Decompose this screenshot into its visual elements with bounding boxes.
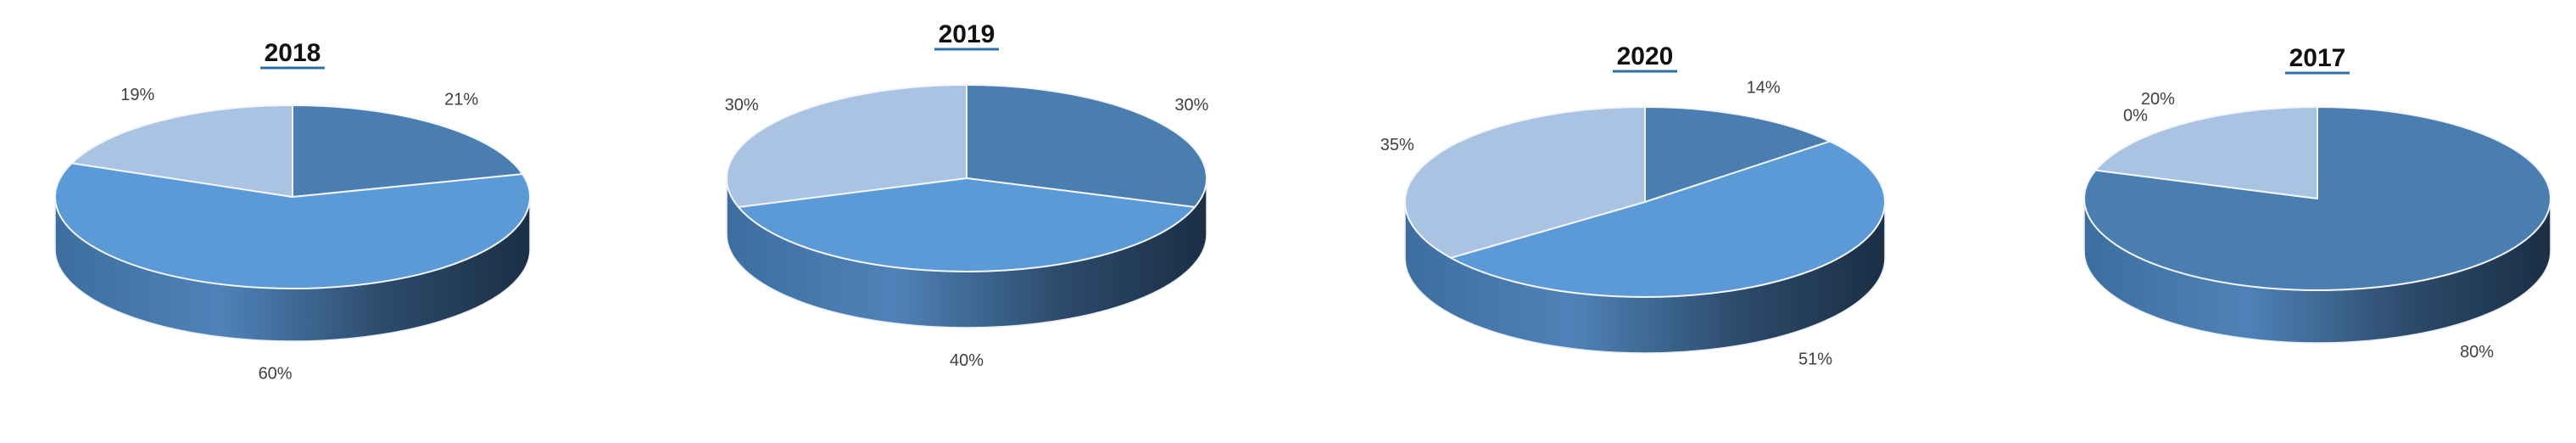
slice-label-2019-0: 30% — [1174, 96, 1208, 115]
slice-label-2018-2: 19% — [120, 86, 154, 104]
slice-label-2020-0: 14% — [1747, 78, 1781, 97]
slice-label-2017-1: 0% — [2123, 106, 2148, 125]
pie-slice-2018-0 — [292, 104, 524, 198]
slice-label-2017-2: 20% — [2141, 90, 2175, 109]
pie-slice-2020-0 — [1644, 106, 1832, 203]
pie-chart-2020: 14% 51% 35% 2020 — [1380, 42, 1886, 369]
pie-chart-2019: 30% 40% 30% 2019 — [725, 20, 1209, 370]
slice-label-2019-1: 40% — [950, 351, 984, 370]
slice-label-2020-2: 35% — [1380, 136, 1414, 154]
slice-label-2018-1: 60% — [259, 365, 293, 384]
pie-slice-2019-1 — [737, 177, 1196, 272]
pie-slice-2020-1 — [1450, 140, 1886, 298]
pie-slice-2017-2 — [2094, 106, 2318, 199]
pie-slice-2019-2 — [726, 84, 967, 208]
chart-title-2018: 2018 — [265, 39, 321, 67]
pie-slice-2020-2 — [1404, 106, 1646, 259]
chart-title-2017: 2017 — [2289, 44, 2346, 72]
pie-chart-2018: 21% 60% 19% 2018 — [54, 39, 531, 384]
slice-label-2018-0: 21% — [444, 91, 478, 109]
slice-label-2019-2: 30% — [725, 96, 759, 115]
pie-chart-2017: 80% 0%20% 2017 — [2083, 44, 2551, 362]
pie-slice-2018-1 — [54, 162, 531, 289]
slice-label-2020-1: 51% — [1798, 350, 1832, 369]
chart-title-2019: 2019 — [939, 20, 995, 48]
slice-label-2017-0: 80% — [2460, 343, 2494, 362]
pie-slice-2019-0 — [966, 84, 1207, 208]
pie-slice-2018-2 — [70, 104, 293, 198]
chart-title-2020: 2020 — [1617, 42, 1674, 70]
